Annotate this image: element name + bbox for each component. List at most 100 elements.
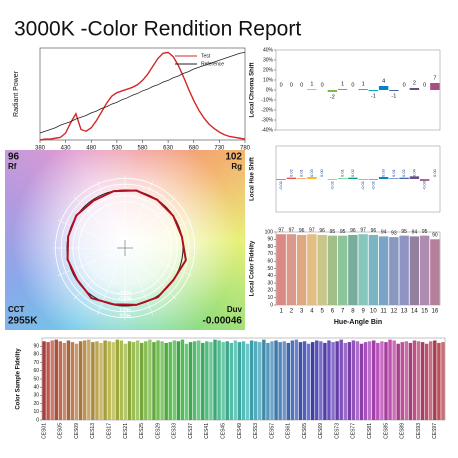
bar [172, 340, 177, 420]
bar [424, 343, 429, 420]
bar [74, 343, 79, 420]
value-label: 0 [321, 82, 324, 88]
x-tick-label: CES09 [74, 423, 80, 439]
ring-label: -10% [118, 297, 133, 303]
value-label: 94 [412, 230, 418, 236]
bar [152, 342, 156, 420]
bar [400, 342, 404, 420]
y-tick-label: 20 [267, 288, 273, 294]
value-label: 0.01 [299, 168, 304, 177]
x-tick-label: 3 [300, 309, 304, 315]
bar [323, 342, 327, 420]
value-label: 97 [289, 228, 295, 234]
x-tick-label: 680 [189, 146, 200, 152]
bar [111, 342, 115, 420]
duv-label: Duv [227, 305, 243, 314]
bar [294, 339, 299, 420]
bar [278, 342, 282, 420]
bar [66, 340, 71, 420]
bar [319, 341, 323, 420]
bar [62, 342, 67, 420]
bar [274, 340, 278, 420]
value-label: -0.01 [360, 180, 365, 190]
value-label: 0.01 [391, 168, 396, 177]
bar [87, 339, 91, 420]
x-tick-label: CES89 [400, 423, 406, 439]
bar [91, 342, 95, 420]
legend-label: Reference [201, 61, 224, 67]
bar [192, 341, 197, 420]
bar [306, 343, 311, 420]
bin-divider [124, 180, 153, 249]
bar [99, 342, 103, 420]
x-tick-label: 580 [137, 146, 148, 152]
x-tick-label: 9 [361, 309, 365, 315]
x-tick-label: 480 [86, 146, 97, 152]
bar [412, 340, 417, 420]
bar [50, 340, 54, 420]
bin-divider [124, 247, 177, 300]
bar [337, 235, 348, 305]
bar [286, 234, 297, 305]
bar [188, 342, 193, 420]
x-tick-label: 430 [61, 146, 72, 152]
x-tick-label: CES57 [269, 423, 275, 439]
duv: -0.00046 [203, 316, 243, 327]
bar [176, 341, 181, 420]
y-axis-label: Local Hue Shift [250, 157, 256, 201]
bar [389, 90, 399, 91]
x-tick-label: CES53 [253, 423, 259, 439]
bar [367, 341, 372, 420]
y-tick-label: 60 [267, 259, 273, 265]
ring-label: -20% [118, 291, 133, 297]
value-label: 93 [391, 230, 397, 236]
value-label: 96 [319, 228, 325, 234]
bar [296, 234, 307, 305]
bar [409, 176, 420, 179]
x-tick-label: CES21 [123, 423, 129, 439]
y-axis-label: Local Color Fidelity [250, 240, 256, 296]
x-tick-label: CES25 [139, 423, 145, 439]
x-tick-label: 1 [279, 309, 283, 315]
value-label: 0 [423, 82, 426, 88]
y-tick-label: 0 [36, 417, 39, 423]
x-tick-label: CES93 [416, 423, 422, 439]
y-tick-label: 70 [267, 251, 273, 257]
y-tick-label: 100 [265, 229, 274, 235]
y-tick-label: 40% [263, 47, 274, 53]
bar [409, 88, 420, 90]
y-tick-label: 50 [267, 266, 273, 272]
y-tick-label: 0 [270, 302, 273, 308]
bar [245, 343, 250, 420]
value-label: 0.01 [340, 168, 345, 177]
bar [408, 342, 413, 420]
value-label: -1 [371, 93, 376, 99]
bar [347, 342, 352, 420]
bar [419, 179, 430, 181]
bar [205, 341, 209, 420]
value-label: 94 [381, 230, 387, 236]
bar [180, 339, 185, 420]
bar [368, 234, 379, 305]
bar [282, 341, 286, 420]
y-tick-label: 50 [33, 376, 39, 382]
bar [396, 343, 400, 420]
bar [233, 340, 238, 420]
bar [404, 341, 409, 420]
x-tick-label: 13 [401, 309, 408, 315]
bar [266, 342, 270, 420]
bar [399, 235, 409, 305]
bar [302, 341, 307, 420]
x-tick-label: 780 [240, 146, 251, 152]
bin-divider [97, 180, 126, 249]
x-tick-label: CES97 [432, 423, 438, 439]
bar [429, 341, 433, 420]
value-label: 95 [401, 229, 407, 235]
bar [419, 235, 430, 305]
bar [331, 342, 335, 420]
value-label: 0.02 [288, 168, 293, 177]
bar [298, 342, 303, 420]
y-tick-label: 10 [33, 409, 39, 415]
value-label: 0.03 [309, 168, 314, 177]
